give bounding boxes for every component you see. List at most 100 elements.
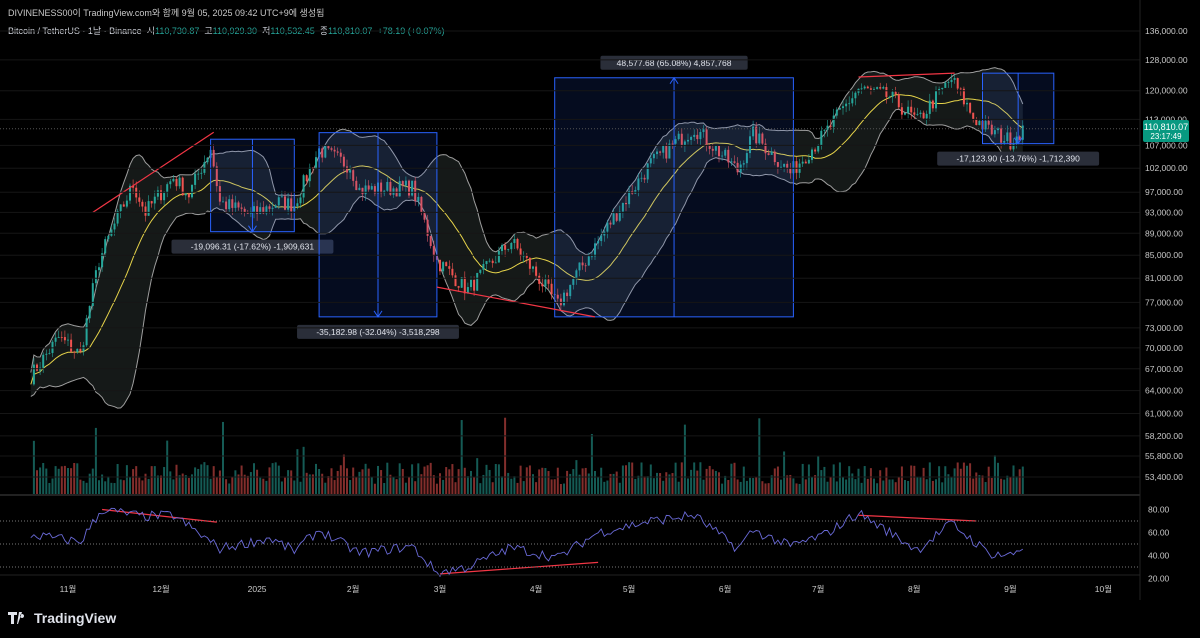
candle-body: [342, 156, 345, 167]
time-tick-label: 3월: [434, 584, 447, 594]
candle-body: [42, 354, 45, 368]
candle-body: [339, 152, 342, 157]
volume-bar: [993, 455, 996, 494]
volume-bar: [953, 468, 956, 494]
candle-body: [513, 238, 516, 243]
candle-body: [57, 337, 60, 338]
volume-bar: [649, 464, 652, 494]
candle-body: [804, 161, 807, 164]
candle-body: [305, 175, 308, 182]
volume-bar: [488, 469, 491, 494]
volume-bar: [485, 464, 488, 494]
candle-body: [550, 283, 553, 295]
candle-body: [442, 262, 445, 272]
candle-body: [215, 166, 218, 187]
candle-body: [60, 337, 63, 338]
candle-body: [916, 113, 919, 115]
volume-bar: [225, 479, 228, 494]
price-tick-label: 136,000.00: [1145, 26, 1188, 36]
volume-bar: [888, 479, 891, 494]
volume-bar: [302, 446, 305, 494]
volume-bar: [420, 474, 423, 494]
volume-bar: [711, 469, 714, 494]
candle-body: [265, 206, 268, 214]
candle-body: [507, 249, 510, 250]
volume-bar: [206, 465, 209, 494]
candle-body: [45, 353, 48, 355]
volume-bar: [333, 480, 336, 494]
candle-body: [587, 256, 590, 266]
candle-body: [987, 120, 990, 125]
volume-bar: [950, 477, 953, 494]
volume-bar: [727, 479, 730, 494]
volume-bar: [643, 476, 646, 494]
candle-body: [776, 162, 779, 167]
volume-bar: [928, 462, 931, 494]
volume-bar: [308, 474, 311, 494]
volume-bar: [184, 475, 187, 494]
volume-bar: [854, 479, 857, 494]
tradingview-logo[interactable]: TradingView: [8, 610, 116, 626]
candle-body: [482, 264, 485, 270]
measure-label: 48,577.68 (65.08%) 4,857,768: [617, 58, 732, 68]
price-tick-label: 89,000.00: [1145, 228, 1183, 238]
candle-body: [956, 78, 959, 89]
volume-bar: [476, 458, 479, 494]
measure-arrow-head: [373, 310, 383, 318]
volume-bar: [897, 476, 900, 494]
candle-body: [370, 186, 373, 190]
candle-body: [262, 207, 265, 214]
candle-body: [600, 235, 603, 242]
candle-body: [392, 188, 395, 195]
price-tick-label: 97,000.00: [1145, 187, 1183, 197]
price-axis[interactable]: 136,000.00 128,000.00 120,000.00 113,000.00…: [0, 0, 1188, 600]
volume-bar: [981, 475, 984, 494]
candle-body: [978, 120, 981, 126]
price-tick-label: 73,000.00: [1145, 323, 1183, 333]
candle-body: [70, 339, 73, 352]
candle-body: [231, 199, 234, 208]
candle-body: [727, 149, 730, 163]
volume-bar: [54, 466, 57, 494]
volume-bar: [535, 482, 538, 494]
volume-bar: [454, 482, 457, 494]
measurement-boxes[interactable]: -19,096.31 (-17.62%) -1,909,631 -35,182.9…: [171, 55, 1100, 339]
candle-body: [160, 190, 162, 201]
volume-bar: [773, 468, 776, 494]
measure-label-bg: [297, 324, 459, 339]
candle-body: [336, 151, 339, 153]
tradingview-logo-icon: [8, 612, 25, 624]
volume-bar: [581, 468, 584, 494]
candle-body: [333, 149, 336, 152]
time-axis[interactable]: 11월 12월 2025 2월 3월 4월 5월 6월 7월 8월 9월 10월: [60, 584, 1112, 594]
volume-bar: [339, 465, 342, 494]
candle-body: [116, 211, 119, 224]
candle-body: [873, 88, 875, 90]
volume-bar: [891, 479, 894, 494]
candle-body: [516, 238, 519, 249]
candle-body: [826, 125, 829, 130]
volume-bar: [553, 479, 556, 494]
volume-bar: [73, 462, 76, 494]
volume-bar: [699, 462, 702, 494]
volume-bar: [882, 480, 885, 494]
time-tick-label: 7월: [812, 584, 825, 594]
volume-bar: [609, 473, 612, 494]
volume-bar: [473, 476, 476, 494]
candle-body: [454, 275, 457, 287]
candle-body: [522, 255, 525, 257]
volume-bar: [987, 466, 990, 494]
measure-label: -19,096.31 (-17.62%) -1,909,631: [191, 242, 315, 252]
volume-bar: [259, 477, 262, 494]
candle-body: [615, 213, 618, 221]
candle-body: [913, 112, 916, 115]
candle-body: [764, 143, 767, 154]
volume-bar: [237, 474, 240, 494]
volume-bar: [590, 434, 593, 494]
candle-body: [888, 96, 891, 98]
time-tick-label: 12월: [152, 584, 169, 594]
time-tick-label: 2025: [248, 584, 267, 594]
candle-body: [969, 102, 972, 113]
candle-body: [646, 163, 649, 180]
